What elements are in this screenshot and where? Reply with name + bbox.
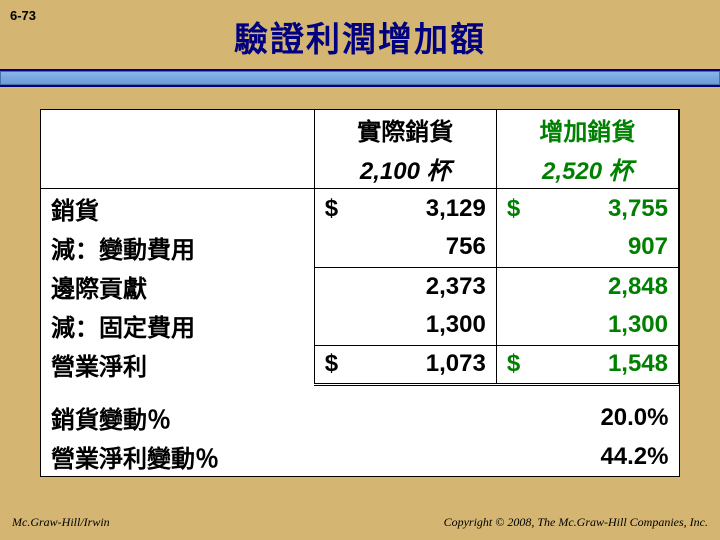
row-sales-label: 銷貨 (41, 189, 314, 229)
page-number: 6-73 (10, 8, 36, 23)
row-cm-label: 邊際貢獻 (41, 267, 314, 306)
row-cm-actual: 2,373 (314, 267, 496, 306)
row-fixed-increase: 1,300 (496, 306, 678, 345)
col-header-increase: 增加銷貨 (496, 110, 678, 149)
row-opincchg-value: 44.2% (496, 437, 678, 476)
row-saleschg-value: 20.0% (496, 398, 678, 437)
row-sales-increase: $3,755 (496, 189, 678, 229)
income-table: 實際銷貨 增加銷貨 2,100 杯 2,520 杯 銷貨 $3,129 $3,7… (41, 110, 679, 476)
row-fixed-label: 減：固定費用 (41, 306, 314, 345)
content-panel: 實際銷貨 增加銷貨 2,100 杯 2,520 杯 銷貨 $3,129 $3,7… (40, 109, 680, 477)
row-opinc-actual: $1,073 (314, 345, 496, 384)
row-fixed-actual: 1,300 (314, 306, 496, 345)
row-cm-increase: 2,848 (496, 267, 678, 306)
row-sales-actual: $3,129 (314, 189, 496, 229)
col-header-actual: 實際銷貨 (314, 110, 496, 149)
row-opincchg-label: 營業淨利變動％ (41, 437, 314, 476)
row-varexp-label: 減：變動費用 (41, 228, 314, 267)
footer-copyright: Copyright © 2008, The Mc.Graw-Hill Compa… (444, 515, 708, 530)
units-increase: 2,520 杯 (496, 149, 678, 189)
blank-header (41, 110, 314, 149)
slide-title: 驗證利潤增加額 (0, 0, 720, 61)
row-saleschg-label: 銷貨變動％ (41, 398, 314, 437)
title-rule (0, 69, 720, 87)
row-opinc-label: 營業淨利 (41, 345, 314, 384)
row-varexp-increase: 907 (496, 228, 678, 267)
row-varexp-actual: 756 (314, 228, 496, 267)
row-opinc-increase: $1,548 (496, 345, 678, 384)
footer-publisher: Mc.Graw-Hill/Irwin (12, 515, 110, 530)
units-actual: 2,100 杯 (314, 149, 496, 189)
